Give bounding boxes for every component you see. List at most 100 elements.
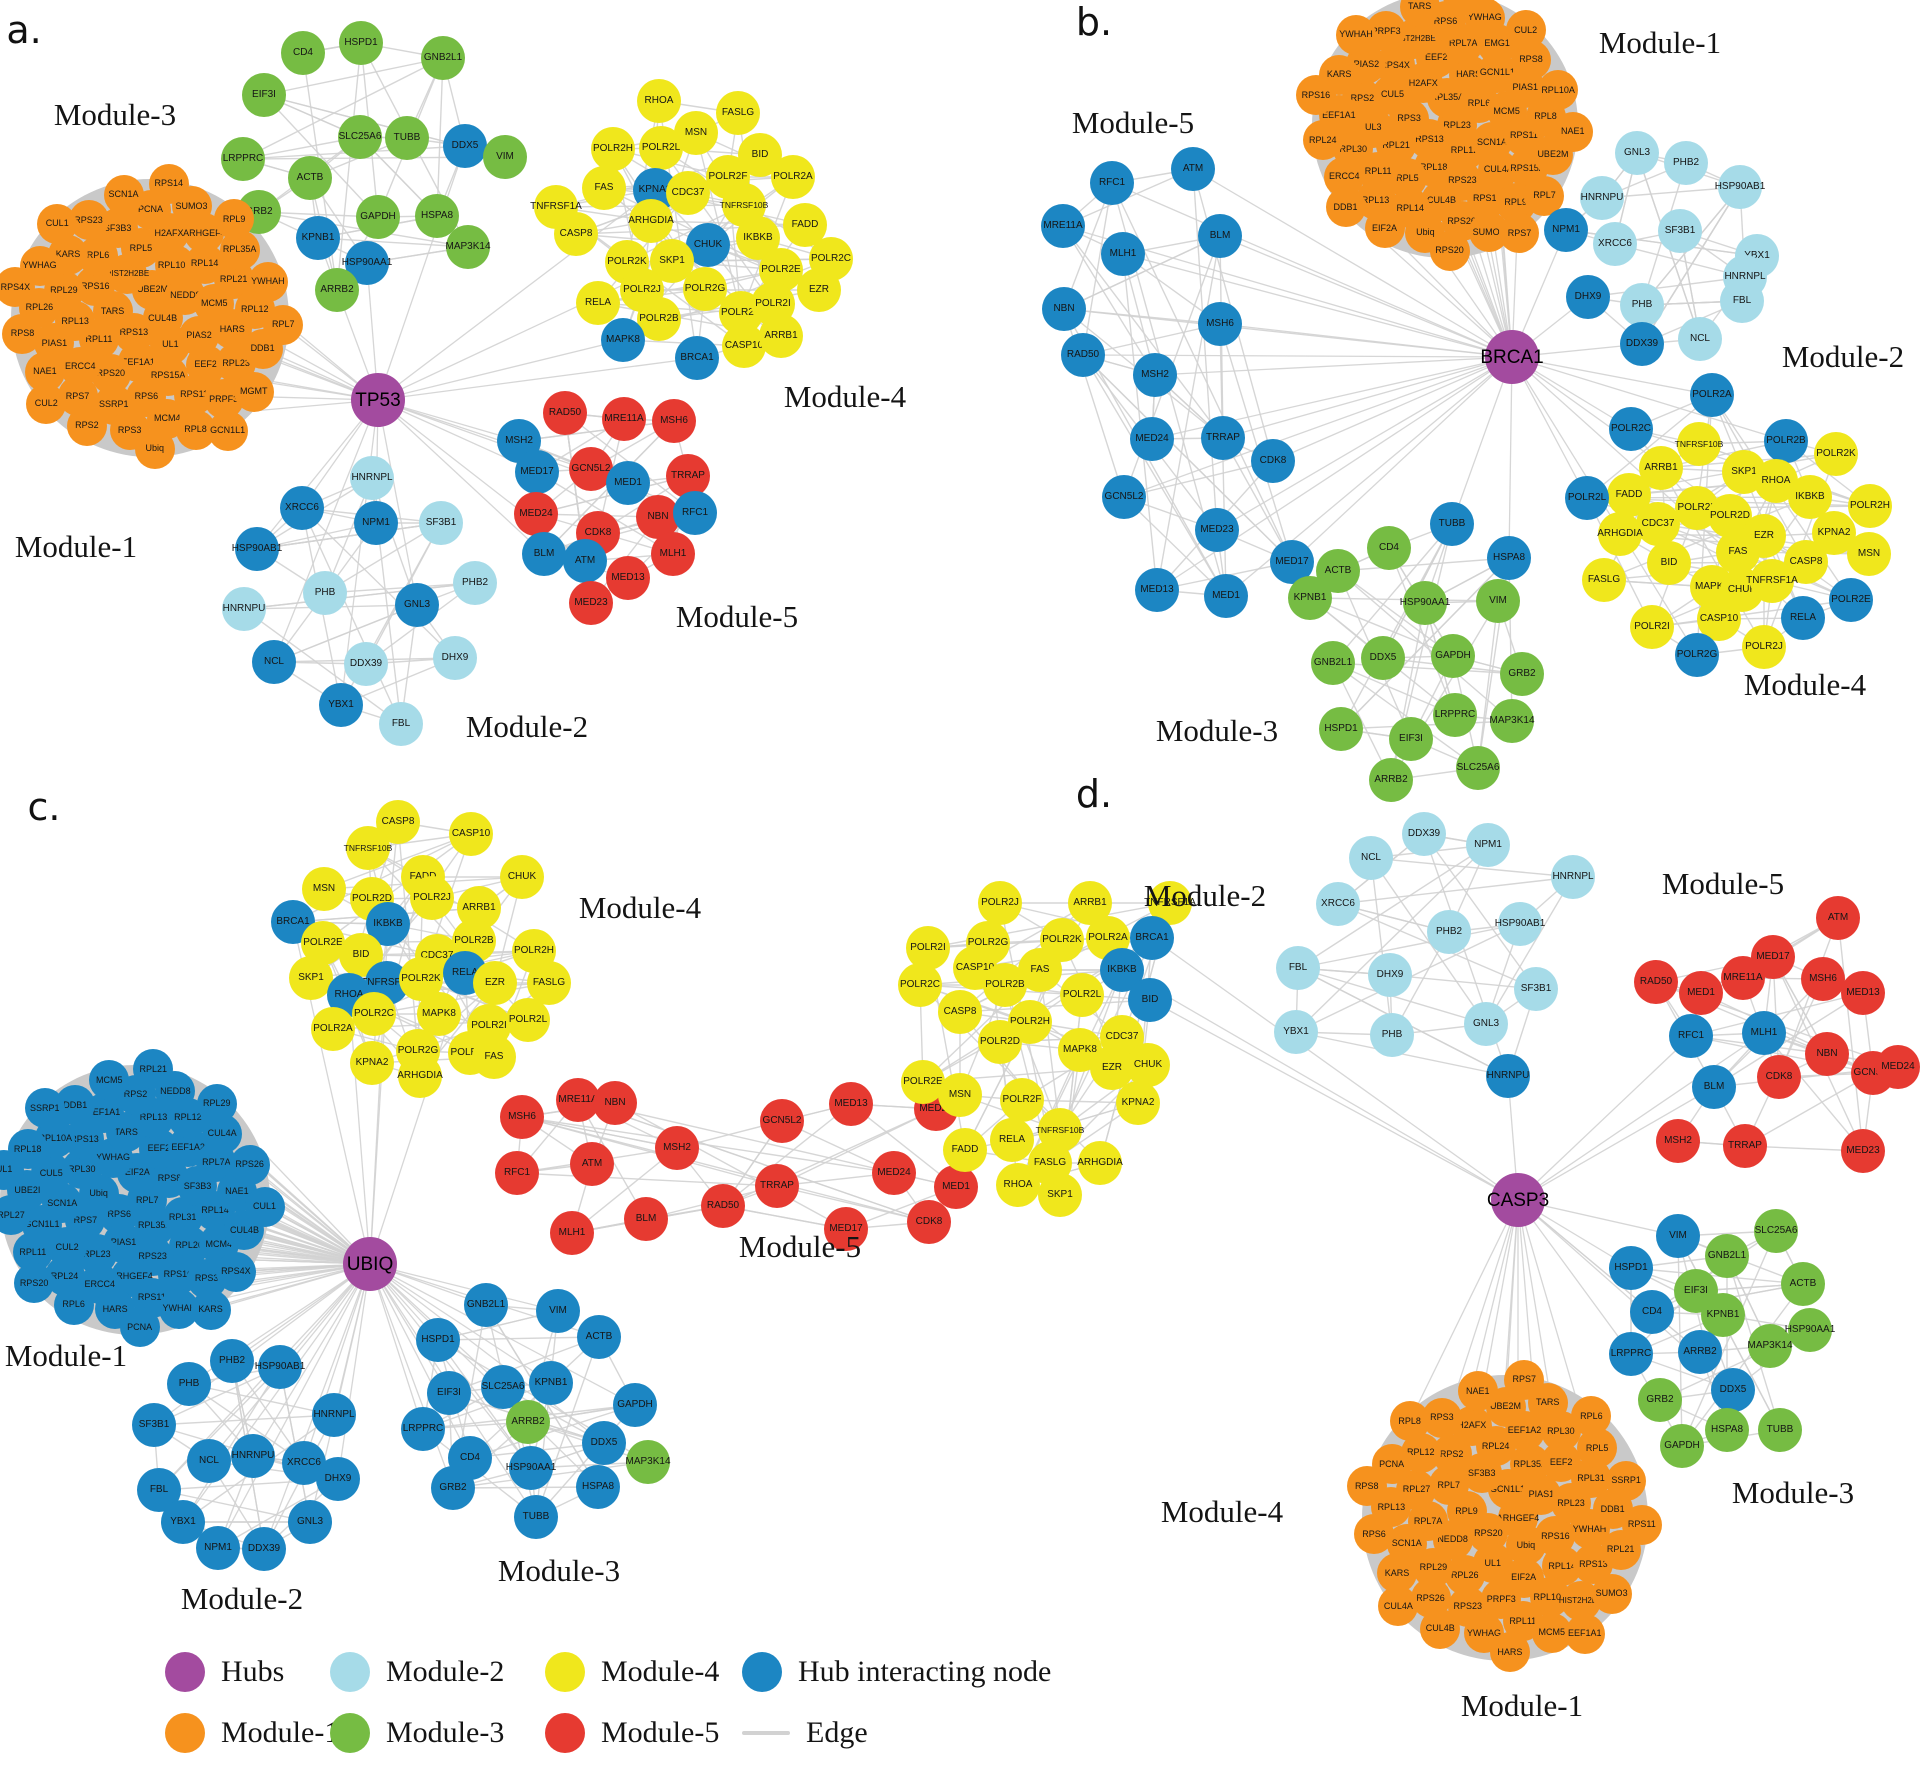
node-faslg: FASLG	[1582, 558, 1626, 602]
node-map3k14: MAP3K14	[1489, 699, 1535, 743]
node-hspd1: HSPD1	[1319, 707, 1363, 751]
node-hnrnpu: HNRNPU	[1486, 1054, 1530, 1098]
panel-letter-b: b.	[1075, 0, 1113, 44]
node-hsp90ab1: HSP90AB1	[1495, 902, 1545, 946]
node-ncl: NCL	[187, 1439, 231, 1483]
node-gnb2l1: GNB2L1	[1311, 641, 1355, 685]
node-tnfrsf10b: TNFRSF10B	[1675, 422, 1723, 466]
node-atm: ATM	[563, 539, 607, 583]
node-rps14: RPS14	[148, 163, 189, 204]
node-eif3i: EIF3I	[427, 1371, 471, 1415]
node-kpnb1: KPNB1	[296, 216, 340, 260]
node-atm: ATM	[1171, 147, 1215, 191]
node-polr2l: POLR2L	[506, 998, 550, 1042]
node-arhgdia: ARHGDIA	[397, 1054, 443, 1098]
legend-item-module-2: Module-2	[330, 1652, 504, 1692]
node-gapdh: GAPDH	[1431, 634, 1475, 678]
node-casp8: CASP8	[554, 212, 598, 256]
node-rhoa: RHOA	[996, 1163, 1040, 1207]
node-cdk8: CDK8	[1251, 439, 1295, 483]
label-module-2-d: Module-2	[1143, 878, 1267, 913]
legend-item-module-1: Module-1	[165, 1713, 339, 1753]
label-module-3-c: Module-3	[497, 1553, 621, 1588]
hub-ubiq: UBIQ	[343, 1237, 397, 1291]
hub-brca1: BRCA1	[1480, 330, 1544, 384]
hubs-swatch	[165, 1652, 205, 1692]
node-dhx9: DHX9	[1566, 275, 1610, 319]
node-msh2: MSH2	[1133, 353, 1177, 397]
node-chuk: CHUK	[500, 855, 544, 899]
node-phb2: PHB2	[210, 1339, 254, 1383]
node-gapdh: GAPDH	[1660, 1424, 1704, 1468]
legend-item-module-4: Module-4	[545, 1652, 719, 1692]
node-ssrp1: SSRP1	[1606, 1460, 1647, 1501]
node-actb: ACTB	[1781, 1262, 1825, 1306]
node-skp1: SKP1	[1038, 1173, 1082, 1217]
node-ywhah: YWHAH	[247, 261, 288, 302]
node-xrcc6: XRCC6	[1593, 222, 1637, 266]
node-polr2h: POLR2H	[1008, 1000, 1052, 1044]
node-rps4x: RPS4X	[215, 1251, 256, 1292]
node-cd4: CD4	[281, 31, 325, 75]
label-module-4-c: Module-4	[578, 890, 702, 925]
node-rpl11: RPL11	[12, 1232, 53, 1273]
node-med24: MED24	[1130, 417, 1174, 461]
node-rps20: RPS20	[14, 1263, 55, 1304]
node-rpl9: RPL9	[214, 199, 255, 240]
node-cdk8: CDK8	[907, 1200, 951, 1244]
node-ywhag: YWHAG	[1464, 0, 1505, 38]
node-gnl3: GNL3	[1615, 131, 1659, 175]
node-cul1: CUL1	[37, 203, 78, 244]
label-module-1-b: Module-1	[1598, 25, 1722, 60]
node-med13: MED13	[1135, 568, 1179, 612]
node-med13: MED13	[1841, 971, 1885, 1015]
node-ddx5: DDX5	[1361, 636, 1405, 680]
node-pcna: PCNA	[119, 1307, 160, 1348]
node-rps20: RPS20	[1429, 230, 1470, 271]
node-med1: MED1	[1679, 971, 1723, 1015]
node-trrap: TRRAP	[1723, 1124, 1767, 1168]
node-slc25a6: SLC25A6	[1456, 746, 1500, 790]
panel-letter-c: c.	[27, 785, 61, 829]
node-hspa8: HSPA8	[1705, 1408, 1749, 1452]
node-rfc1: RFC1	[495, 1151, 539, 1195]
node-polr2e: POLR2E	[1829, 578, 1873, 622]
node-rela: RELA	[990, 1118, 1034, 1162]
node-polr2j: POLR2J	[410, 876, 454, 920]
node-dhx9: DHX9	[316, 1457, 360, 1501]
node-kpna2: KPNA2	[1116, 1081, 1160, 1125]
node-kpnb1: KPNB1	[529, 1361, 573, 1405]
node-rad50: RAD50	[1634, 960, 1678, 1004]
node-med1: MED1	[606, 461, 650, 505]
node-rps16: RPS16	[1295, 75, 1336, 116]
node-gnl3: GNL3	[395, 583, 439, 627]
node-mre11a: MRE11A	[1041, 204, 1085, 248]
node-lrpprc: LRPPRC	[221, 137, 265, 181]
node-arhgdia: ARHGDIA	[1597, 512, 1643, 556]
node-rps2: RPS2	[66, 405, 107, 446]
node-rps4x: RPS4X	[0, 267, 36, 308]
node-rps6: RPS6	[1353, 1514, 1394, 1555]
node-ssrp1: SSRP1	[24, 1088, 65, 1129]
legend-label-hub-interacting-node: Hub interacting node	[798, 1655, 1052, 1688]
node-hspa8: HSPA8	[576, 1465, 620, 1509]
node-mcm5: MCM5	[89, 1060, 130, 1101]
node-kpnb1: KPNB1	[1288, 576, 1332, 620]
node-med23: MED23	[1841, 1129, 1885, 1173]
node-ncl: NCL	[1349, 836, 1393, 880]
node-hsp90aa1: HSP90AA1	[1400, 581, 1450, 625]
node-sf3b1: SF3B1	[1514, 967, 1558, 1011]
node-tnfrsf1a: TNFRSF1A	[530, 185, 582, 229]
node-casp10: CASP10	[1697, 597, 1741, 641]
node-mre11a: MRE11A	[1721, 956, 1765, 1000]
node-rpl27: RPL27	[0, 1195, 31, 1236]
node-ncl: NCL	[1678, 317, 1722, 361]
legend-item-edge: Edge	[742, 1716, 868, 1750]
node-fadd: FADD	[1607, 473, 1651, 517]
node-rpl7: RPL7	[263, 304, 304, 345]
node-fbl: FBL	[1276, 946, 1320, 990]
node-polr2i: POLR2I	[906, 926, 950, 970]
node-casp8: CASP8	[938, 990, 982, 1034]
node-cd4: CD4	[1367, 526, 1411, 570]
node-rps26: RPS26	[229, 1144, 270, 1185]
